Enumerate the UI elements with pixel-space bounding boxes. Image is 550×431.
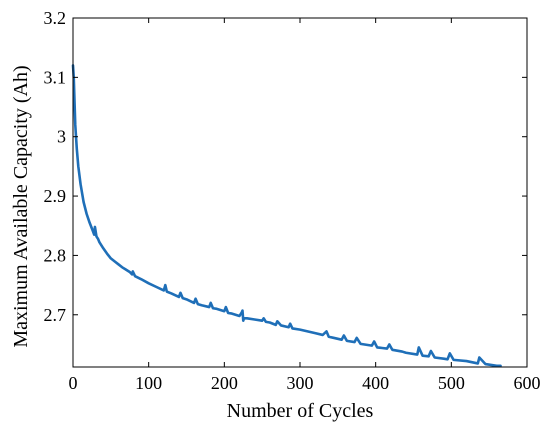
x-tick-label: 400 (362, 373, 389, 393)
x-tick-label: 300 (287, 373, 314, 393)
x-tick-label: 200 (211, 373, 238, 393)
axes: 0 100 200 300 400 500 600 2.7 2.8 2.9 3 3.1 3.2 (44, 8, 541, 393)
y-tick-label: 2.7 (44, 305, 67, 325)
plot-area (71, 64, 502, 368)
y-tick-label: 2.8 (44, 245, 67, 265)
x-tick-label: 100 (135, 373, 162, 393)
y-tick-label: 3.2 (44, 8, 67, 28)
series-line-0 (71, 64, 502, 368)
y-axis-title: Maximum Available Capacity (Ah) (10, 65, 32, 347)
x-axis-title: Number of Cycles (227, 400, 374, 422)
x-tick-label: 0 (69, 373, 78, 393)
y-tick-label: 2.9 (44, 186, 67, 206)
y-tick-label: 3 (57, 127, 66, 147)
x-tick-label: 600 (514, 373, 541, 393)
y-tick-label: 3.1 (44, 67, 67, 87)
axes-box (72, 17, 528, 368)
x-tick-label: 500 (438, 373, 465, 393)
